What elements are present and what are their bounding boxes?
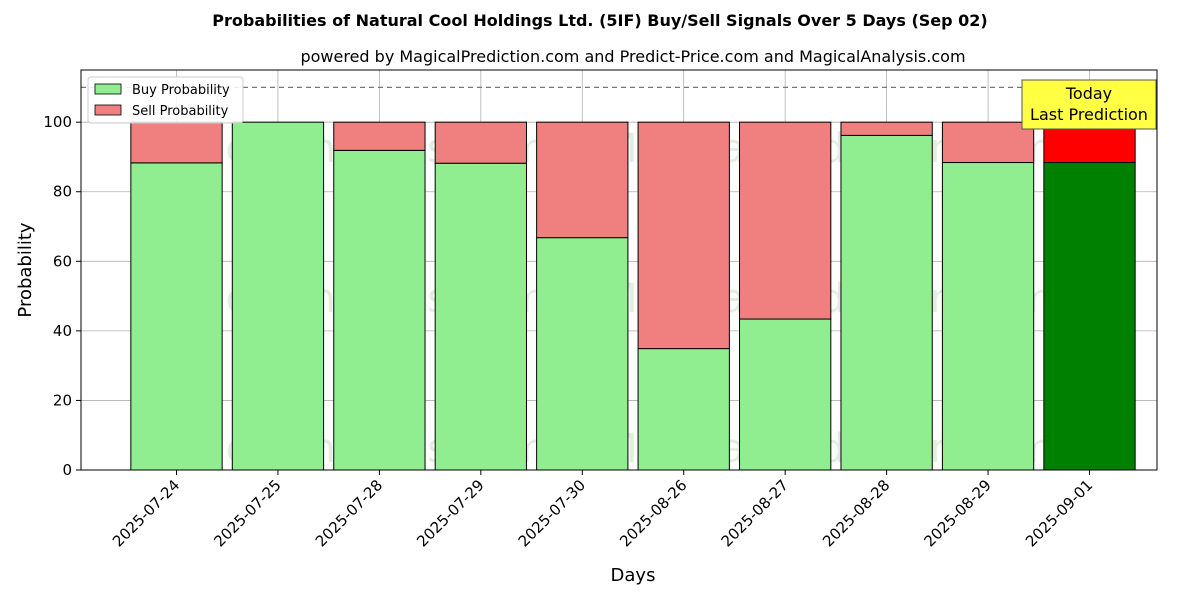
- y-axis-ticks: 0 20 40 60 80 100: [43, 113, 81, 479]
- legend-box: [87, 76, 244, 124]
- bar-buy: [840, 134, 933, 471]
- legend-label-buy: Buy Probability: [132, 83, 230, 98]
- legend-label-sell: Sell Probability: [132, 104, 229, 119]
- x-tick-label: 2025-07-24: [109, 476, 183, 550]
- y-tick-label: 100: [43, 113, 72, 131]
- bar-sell: [536, 121, 629, 239]
- bar-sell: [434, 121, 527, 164]
- x-tick-label: 2025-07-29: [413, 476, 487, 550]
- bar-buy: [333, 149, 426, 471]
- y-tick-label: 80: [53, 183, 72, 201]
- bar-buy: [231, 121, 325, 471]
- today-annotation-box: [1021, 79, 1157, 130]
- bar-buy: [637, 348, 730, 471]
- bar-buy: [1043, 162, 1136, 471]
- y-tick-label: 40: [53, 322, 72, 340]
- plot-frame: [80, 69, 1158, 471]
- x-tick-label: 2025-08-26: [616, 476, 690, 550]
- x-tick-label: 2025-09-01: [1022, 476, 1096, 550]
- bar-sell: [333, 121, 426, 151]
- bar-sell: [130, 121, 223, 164]
- x-axis-label: Days: [611, 565, 656, 586]
- y-axis-label: Probability: [15, 222, 36, 317]
- bar-buy: [536, 237, 629, 471]
- bar-buy: [434, 162, 527, 471]
- y-tick-label: 20: [53, 391, 72, 409]
- today-annotation: Today Last Prediction: [1021, 79, 1157, 130]
- x-tick-label: 2025-08-28: [819, 476, 893, 550]
- bar-sell: [941, 121, 1035, 164]
- chart-title: Probabilities of Natural Cool Holdings L…: [212, 11, 987, 30]
- bar-buy: [739, 318, 832, 471]
- x-tick-label: 2025-07-25: [210, 476, 284, 550]
- today-annotation-line1: Today: [1065, 84, 1112, 103]
- bars: [130, 121, 1136, 471]
- bar-sell: [739, 121, 832, 320]
- x-tick-label: 2025-07-28: [312, 476, 386, 550]
- bar-sell: [637, 121, 730, 350]
- x-tick-label: 2025-08-27: [718, 476, 792, 550]
- legend: Buy Probability Sell Probability: [87, 76, 244, 124]
- chart-subtitle: powered by MagicalPrediction.com and Pre…: [300, 47, 965, 66]
- bar-buy: [941, 162, 1035, 471]
- bar-sell: [840, 121, 933, 136]
- bar-buy: [130, 162, 223, 471]
- legend-swatch-sell: [94, 104, 122, 116]
- x-tick-label: 2025-07-30: [515, 476, 589, 550]
- x-axis-ticks: 2025-07-24 2025-07-25 2025-07-28 2025-07-29…: [109, 470, 1096, 550]
- today-annotation-line2: Last Prediction: [1030, 105, 1148, 124]
- x-tick-label: 2025-08-29: [921, 476, 995, 550]
- y-tick-label: 60: [53, 252, 72, 270]
- y-tick-label: 0: [62, 461, 72, 479]
- legend-swatch-buy: [94, 83, 122, 95]
